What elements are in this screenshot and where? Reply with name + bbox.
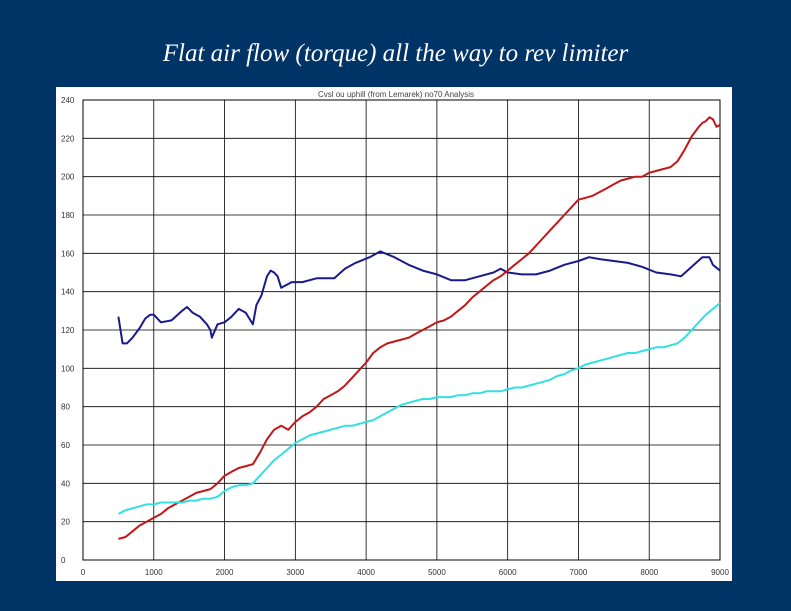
series-line-3 bbox=[117, 302, 721, 515]
y-tick-label: 220 bbox=[61, 134, 75, 143]
chart-panel: Cvsl ou uphill (from Lemarek) no70 Analy… bbox=[56, 87, 732, 581]
x-tick-label: 2000 bbox=[216, 568, 234, 577]
plot-frame bbox=[82, 99, 721, 561]
x-tick-label: 4000 bbox=[357, 568, 375, 577]
y-tick-label: 80 bbox=[61, 403, 70, 412]
chart-title: Cvsl ou uphill (from Lemarek) no70 Analy… bbox=[318, 90, 474, 99]
y-tick-label: 140 bbox=[61, 288, 75, 297]
y-tick-label: 200 bbox=[61, 173, 75, 182]
x-tick-label: 3000 bbox=[286, 568, 304, 577]
x-tick-label: 5000 bbox=[428, 568, 446, 577]
y-tick-label: 60 bbox=[61, 441, 70, 450]
x-tick-label: 1000 bbox=[145, 568, 163, 577]
slide-title: Flat air flow (torque) all the way to re… bbox=[162, 40, 629, 67]
y-tick-label: 100 bbox=[61, 364, 75, 373]
x-tick-label: 6000 bbox=[499, 568, 517, 577]
x-tick-label: 9000 bbox=[711, 568, 729, 577]
y-tick-label: 180 bbox=[61, 211, 75, 220]
y-tick-label: 0 bbox=[61, 556, 66, 565]
x-tick-label: 0 bbox=[81, 568, 86, 577]
line-chart: Cvsl ou uphill (from Lemarek) no70 Analy… bbox=[61, 90, 729, 577]
y-tick-label: 40 bbox=[61, 479, 70, 488]
y-tick-label: 120 bbox=[61, 326, 75, 335]
series-line-2 bbox=[118, 116, 721, 540]
x-tick-label: 7000 bbox=[570, 568, 588, 577]
series-line-1 bbox=[117, 250, 721, 345]
y-tick-label: 20 bbox=[61, 518, 70, 527]
y-tick-label: 160 bbox=[61, 249, 75, 258]
x-tick-label: 8000 bbox=[640, 568, 658, 577]
y-tick-label: 240 bbox=[61, 96, 75, 105]
